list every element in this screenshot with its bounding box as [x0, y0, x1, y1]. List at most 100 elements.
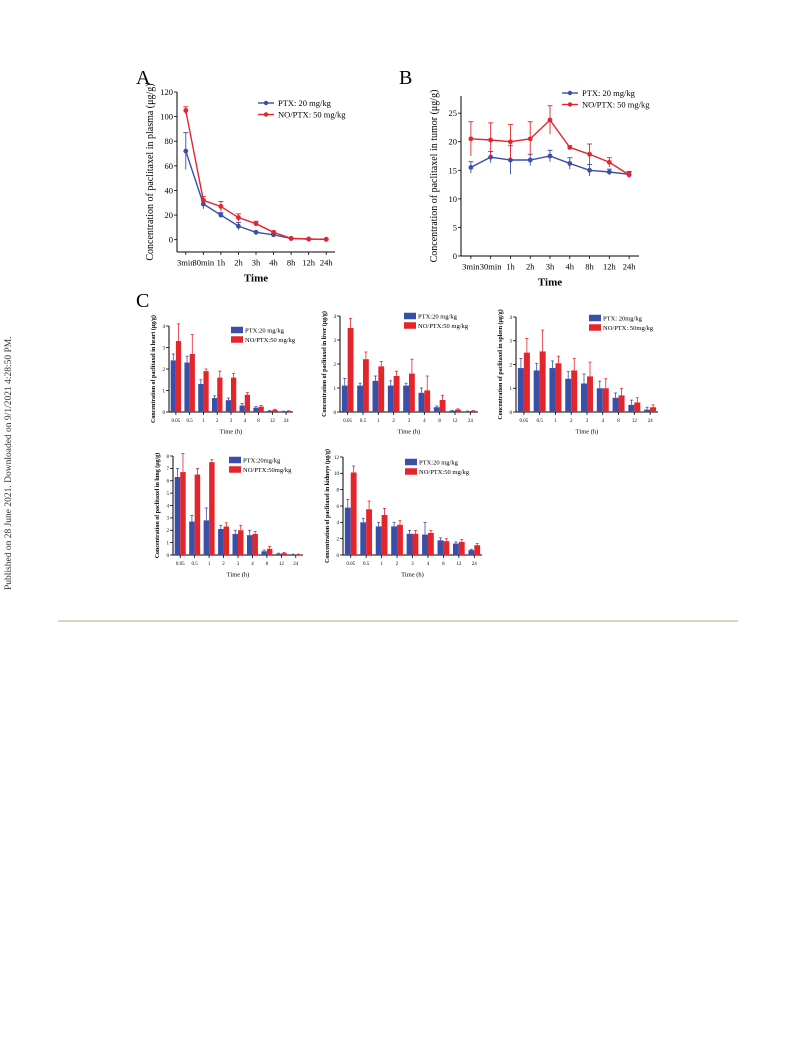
- bar-ptx: [596, 388, 603, 412]
- legend-label: PTX: 20 mg/kg: [582, 88, 636, 98]
- x-tick-label: 4: [423, 419, 426, 424]
- x-tick-label: 8h: [585, 262, 594, 272]
- bar-ptx: [198, 384, 204, 412]
- bar-ptx: [357, 385, 363, 412]
- bar-nopt: [217, 377, 223, 412]
- bar-ptx: [375, 526, 382, 555]
- x-axis-label: Time (h): [401, 572, 424, 579]
- x-tick-label: 0.05: [343, 419, 352, 424]
- x-tick-label: 1: [208, 562, 211, 567]
- y-axis-label: Concentration of paclitaxel in liver (μg…: [321, 311, 328, 417]
- y-tick-label: 0: [163, 411, 166, 416]
- data-point: [468, 165, 474, 170]
- x-tick-label: 4: [251, 562, 254, 567]
- legend-swatch: [231, 326, 243, 334]
- x-tick-label: 0.05: [346, 562, 355, 567]
- y-tick-label: 2: [334, 363, 337, 368]
- bar-ptx: [239, 405, 245, 412]
- x-tick-label: 0.5: [363, 562, 370, 567]
- bar-ptx: [391, 526, 398, 555]
- bar-nopt: [458, 541, 465, 555]
- y-tick-label: 1: [163, 389, 166, 394]
- legend-marker: [567, 90, 573, 96]
- legend-label: NO/PTX:50mg/kg: [243, 467, 292, 474]
- data-point: [508, 139, 513, 145]
- x-tick-label: 8h: [287, 258, 296, 268]
- x-tick-label: 30min: [192, 258, 214, 268]
- y-tick-label: 1: [510, 387, 513, 392]
- y-tick-label: 120: [160, 87, 173, 97]
- bar-nopt: [427, 532, 434, 555]
- bar-nopt: [266, 548, 273, 555]
- bar-ptx: [261, 551, 267, 555]
- bar-nopt: [618, 395, 625, 412]
- x-tick-label: 2: [222, 562, 225, 567]
- legend-swatch: [231, 336, 243, 343]
- data-point: [527, 157, 533, 163]
- x-tick-label: 24: [293, 562, 299, 567]
- x-tick-label: 0.5: [537, 419, 544, 424]
- bar-ptx: [581, 383, 587, 412]
- y-tick-label: 0: [453, 251, 457, 261]
- x-tick-label: 2: [570, 419, 573, 424]
- bar-ptx: [549, 368, 556, 412]
- bar-ptx: [225, 400, 231, 412]
- x-tick-label: 4: [427, 562, 430, 567]
- x-tick-label: 2: [396, 562, 399, 567]
- bar-ptx: [464, 411, 471, 412]
- bar-nopt: [223, 526, 230, 555]
- series-line-nopt: [185, 110, 327, 241]
- bar-ptx: [422, 534, 428, 555]
- legend-label: PTX: 20 mg/kg: [278, 98, 332, 108]
- bar-nopt: [474, 545, 481, 555]
- y-tick-label: 4: [337, 521, 340, 526]
- y-tick-label: 0: [337, 554, 340, 559]
- data-point: [547, 153, 553, 159]
- bar-nopt: [523, 352, 530, 412]
- bar-ptx: [344, 507, 351, 555]
- bar-ptx: [203, 520, 210, 555]
- bar-nopt: [366, 509, 373, 555]
- y-axis-label: Concentration of paclitaxel in lung (μg/…: [154, 453, 161, 559]
- y-axis-label: Concentration of paclitaxel in tumor (μg…: [429, 90, 440, 263]
- x-tick-label: 12: [279, 562, 285, 567]
- x-tick-label: 24: [284, 419, 290, 424]
- bar-nopt: [443, 541, 450, 555]
- y-tick-label: 4: [510, 316, 513, 321]
- x-tick-label: 3h: [252, 258, 261, 268]
- data-point: [323, 236, 329, 242]
- data-point: [527, 136, 533, 142]
- panel-label-c: C: [136, 290, 149, 312]
- x-tick-label: 1: [554, 419, 557, 424]
- bar-nopt: [602, 388, 609, 412]
- y-tick-label: 8: [167, 455, 170, 460]
- x-axis-label: Time (h): [398, 429, 421, 436]
- bar-ptx: [437, 540, 444, 555]
- legend-swatch: [404, 312, 416, 320]
- x-tick-label: 8: [438, 419, 441, 424]
- bar-ptx: [372, 380, 379, 412]
- bar-ptx: [341, 385, 348, 412]
- bar-ptx: [418, 392, 425, 412]
- x-tick-label: 0.05: [176, 562, 185, 567]
- legend-swatch: [404, 322, 416, 329]
- bar-ptx: [644, 409, 651, 412]
- data-point: [606, 159, 612, 165]
- y-tick-label: 2: [167, 529, 170, 534]
- x-tick-label: 3: [408, 419, 411, 424]
- x-tick-label: 12: [270, 419, 276, 424]
- data-point: [183, 108, 189, 113]
- x-tick-label: 12h: [603, 262, 617, 272]
- bar-nopt: [189, 353, 195, 412]
- bar-ptx: [403, 385, 409, 412]
- bar-ptx: [628, 404, 635, 412]
- x-tick-label: 0.5: [187, 419, 194, 424]
- legend-swatch: [229, 456, 241, 464]
- x-tick-label: 12: [453, 419, 459, 424]
- x-tick-label: 3: [411, 562, 414, 567]
- bar-ptx: [533, 370, 540, 412]
- x-tick-label: 3: [230, 419, 233, 424]
- panel-label-a: A: [136, 67, 151, 89]
- x-tick-label: 0.05: [172, 419, 181, 424]
